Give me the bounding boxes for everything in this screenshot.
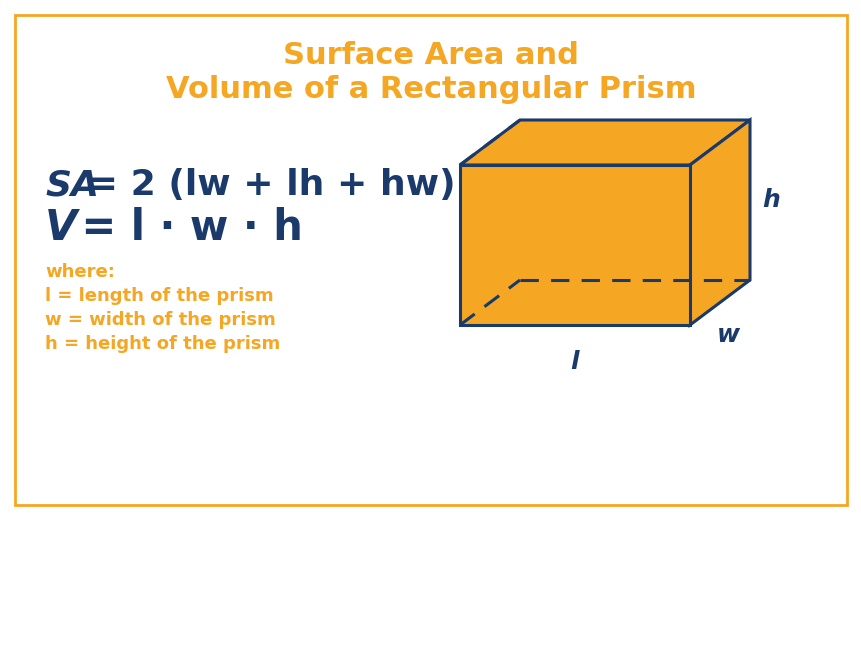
Polygon shape <box>460 120 749 165</box>
Text: l = length of the prism: l = length of the prism <box>45 287 273 305</box>
Text: w = width of the prism: w = width of the prism <box>45 311 276 329</box>
Text: where:: where: <box>45 263 115 281</box>
Text: SA: SA <box>45 168 99 202</box>
Polygon shape <box>689 120 749 325</box>
Text: h = height of the prism: h = height of the prism <box>45 335 280 353</box>
Bar <box>15 15 846 505</box>
Text: l: l <box>570 350 579 374</box>
Text: h: h <box>761 188 779 212</box>
Text: = l · w · h: = l · w · h <box>67 207 302 249</box>
Polygon shape <box>460 165 689 325</box>
Text: w: w <box>715 322 739 346</box>
Text: Surface Area and: Surface Area and <box>282 41 579 70</box>
Text: V: V <box>45 207 77 249</box>
Text: = 2 (lw + lh + hw): = 2 (lw + lh + hw) <box>75 168 455 202</box>
Text: Volume of a Rectangular Prism: Volume of a Rectangular Prism <box>165 75 696 104</box>
